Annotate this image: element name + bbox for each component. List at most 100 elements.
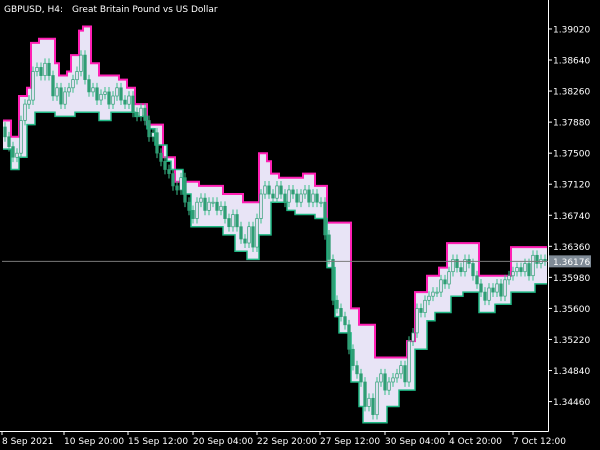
candle-body [335,299,339,309]
candle-body [139,107,143,117]
candle-body [47,62,51,76]
chart-title: GBPUSD, H4: Great Britain Pound vs US Do… [4,5,218,15]
price-axis-ticks: 1.39020 1.38640 1.38260 1.37880 1.37500 1.371… [548,25,590,408]
candle-body [123,99,127,105]
candle-body [351,348,355,366]
candle-body [243,238,247,244]
candle-body [71,79,75,89]
candle-body [7,136,11,147]
candle-body [247,226,251,244]
candle-body [407,340,411,383]
candle-body [315,193,319,203]
candle-body [423,299,427,313]
candle-body [339,308,343,317]
price-tick-label: 1.37880 [553,119,590,129]
candle-body [43,62,47,76]
candle-body [435,291,439,294]
candle-body [511,271,515,277]
price-tick-label: 1.37120 [553,181,590,191]
candle-body [531,254,535,277]
candle-body [419,308,423,313]
candle-body [523,263,527,273]
candle-body [371,397,375,415]
candle-body [171,173,175,187]
time-tick-label: 7 Oct 12:00 [513,437,566,447]
candle-body [215,201,219,211]
chart-description: Great Britain Pound vs US Dollar [72,5,218,15]
candle-body [395,373,399,379]
time-tick-label: 4 Oct 20:00 [449,437,502,447]
candle-body [291,189,295,195]
candle-body [219,205,223,211]
candle-body [319,201,323,204]
time-tick-label: 22 Sep 20:00 [257,437,317,447]
candle-body [347,324,351,350]
candle-body [35,67,39,72]
candle-body [163,160,167,170]
candle-body [227,218,231,228]
candle-body [151,132,155,138]
candle-body [475,275,479,285]
chart-symbol: GBPUSD, H4: [4,5,63,15]
candle-body [399,365,403,375]
candle-body [187,201,191,211]
candle-body [91,87,95,93]
lower-band-line [3,111,547,424]
candle-body [199,197,203,203]
candle-body [63,91,67,105]
candle-body [239,226,243,240]
candle-body [331,259,335,301]
candle-body [459,267,463,273]
candle-body [463,259,467,273]
candle-body [515,267,519,273]
price-tick-label: 1.35220 [553,336,590,346]
candle-body [487,287,491,301]
candle-body [143,107,147,121]
band-layer [3,25,547,424]
price-tick-label: 1.37500 [553,150,590,160]
candle-body [259,193,263,219]
candle-body [451,259,455,273]
candle-body [343,316,347,326]
candle-body [279,185,283,195]
candle-body [207,201,211,211]
candle-body [427,295,431,301]
candle-body [103,91,107,95]
time-tick-label: 8 Sep 2021 [2,437,53,447]
candle-body [235,214,239,228]
price-tick-label: 1.34840 [553,367,590,377]
candle-body [191,210,195,219]
candle-body [51,75,55,97]
candle-body [499,283,503,297]
candle-body [167,169,171,174]
candle-body [135,111,139,117]
current-price-label: 1.36176 [549,255,591,268]
candle-body [379,373,383,383]
band-fill [3,26,547,423]
price-tick-label: 1.35980 [553,274,590,284]
candle-body [287,189,291,203]
candle-body [175,185,179,191]
candle-body [311,193,315,203]
candle-body [479,283,483,293]
candle-body [67,87,71,93]
current-price-label-text: 1.36176 [553,258,590,268]
candle-body [179,177,183,191]
candle-body [111,95,115,105]
candle-body [251,226,255,248]
candle-body [15,152,19,158]
candle-body [211,201,215,204]
price-tick-label: 1.36360 [553,243,590,253]
price-tick-label: 1.35600 [553,305,590,315]
candle-body [483,291,487,301]
candle-body [255,218,259,248]
candle-body [131,95,135,113]
candle-body [507,275,511,281]
candle-body [99,93,103,101]
candle-body [159,152,163,162]
time-tick-label: 15 Sep 12:00 [128,437,188,447]
price-tick-label: 1.38260 [553,88,590,98]
candle-body [455,259,459,268]
candle-body [503,279,507,297]
